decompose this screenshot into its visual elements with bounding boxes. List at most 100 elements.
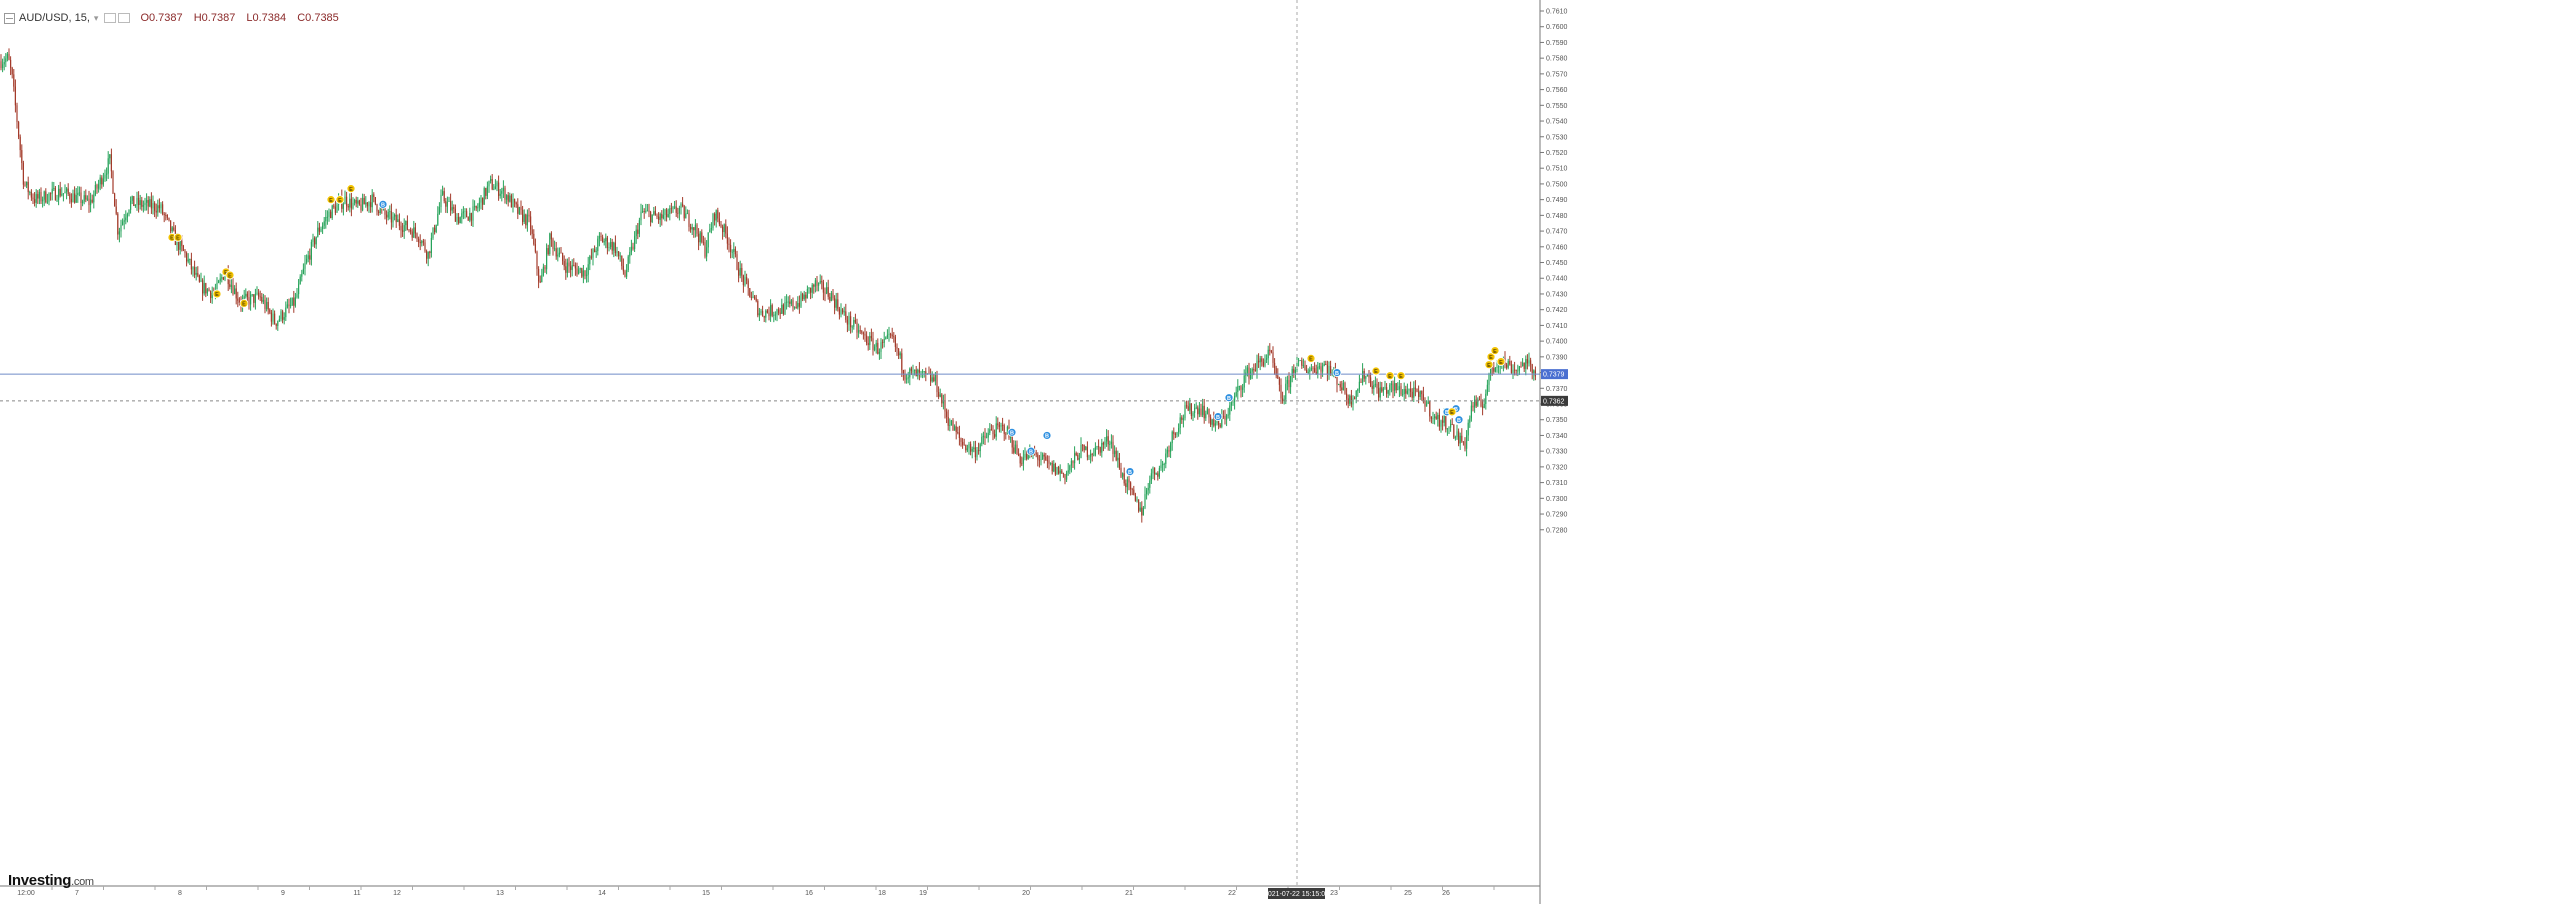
candle bbox=[744, 270, 746, 287]
candle-body bbox=[707, 232, 709, 248]
close-icon[interactable] bbox=[118, 13, 131, 23]
candle-body bbox=[206, 289, 208, 294]
candle-body bbox=[536, 251, 538, 270]
economic-event-marker[interactable]: E bbox=[173, 232, 183, 242]
candle-body bbox=[30, 191, 32, 198]
candle bbox=[454, 204, 456, 222]
candle bbox=[890, 332, 892, 339]
economic-event-marker[interactable]: E bbox=[1490, 346, 1500, 355]
candle bbox=[686, 209, 688, 215]
news-event-marker[interactable]: B bbox=[1042, 431, 1052, 440]
news-event-marker[interactable]: B bbox=[1007, 427, 1017, 437]
candle-body bbox=[613, 242, 615, 251]
candle-body bbox=[560, 252, 562, 254]
candle bbox=[491, 174, 493, 191]
economic-event-marker[interactable]: E bbox=[225, 270, 235, 280]
candle bbox=[1179, 413, 1181, 435]
candle-body bbox=[1306, 370, 1308, 373]
candle-body bbox=[989, 429, 991, 433]
candle bbox=[635, 225, 637, 244]
economic-event-marker[interactable]: E bbox=[1496, 357, 1506, 366]
candle bbox=[950, 419, 952, 426]
candle bbox=[731, 249, 733, 258]
candle-body bbox=[933, 377, 935, 382]
news-event-marker[interactable]: B bbox=[378, 199, 388, 209]
economic-event-marker[interactable]: E bbox=[1447, 407, 1457, 417]
event-dot bbox=[326, 195, 336, 205]
candle-body bbox=[470, 213, 472, 221]
candle bbox=[1152, 466, 1154, 480]
settings-icon[interactable] bbox=[104, 13, 117, 23]
economic-event-marker[interactable]: E bbox=[1385, 371, 1395, 381]
candle-body bbox=[757, 301, 759, 316]
candle bbox=[1126, 476, 1128, 495]
news-event-marker[interactable]: B bbox=[1125, 467, 1135, 476]
candle bbox=[1142, 506, 1144, 516]
candle bbox=[258, 289, 260, 300]
news-event-marker[interactable]: B bbox=[1213, 412, 1223, 421]
event-dot bbox=[212, 289, 222, 299]
candle bbox=[147, 196, 149, 215]
candle-body bbox=[1104, 441, 1106, 445]
economic-event-marker[interactable]: E bbox=[335, 195, 345, 205]
candle-body bbox=[451, 207, 453, 211]
candle-body bbox=[546, 248, 548, 270]
candle bbox=[315, 236, 317, 249]
candle-body bbox=[296, 294, 298, 298]
news-event-marker[interactable]: B bbox=[1026, 446, 1036, 456]
candle bbox=[874, 344, 876, 352]
candle-body bbox=[475, 206, 477, 209]
news-event-marker[interactable]: B bbox=[1224, 393, 1234, 403]
candle bbox=[1392, 380, 1394, 399]
candle bbox=[1168, 445, 1170, 458]
economic-event-marker[interactable]: E bbox=[239, 298, 249, 308]
candle bbox=[139, 194, 141, 210]
economic-event-marker[interactable]: E bbox=[1371, 366, 1381, 376]
candle-body bbox=[749, 288, 751, 298]
candle-body bbox=[202, 280, 204, 294]
candle-body bbox=[1242, 387, 1244, 390]
economic-event-marker[interactable]: E bbox=[1396, 371, 1406, 381]
candle bbox=[509, 192, 511, 203]
candle bbox=[1141, 501, 1143, 523]
time-axis[interactable]: 12:00 7 8 9 11 12 13 14 15 16 18 19 20 21 22 23 25 262021… bbox=[0, 885, 1540, 899]
candle-body bbox=[1248, 367, 1250, 379]
economic-event-marker[interactable]: E bbox=[1486, 352, 1496, 362]
candle-body bbox=[386, 214, 388, 218]
candle-body bbox=[1147, 487, 1149, 491]
chevron-down-icon[interactable]: ▾ bbox=[93, 12, 99, 23]
candle bbox=[600, 232, 602, 242]
symbol-label[interactable]: AUD/USD, 15, bbox=[19, 12, 90, 24]
candle-body bbox=[162, 204, 164, 214]
candle-body bbox=[254, 293, 256, 303]
candle-body bbox=[248, 297, 250, 305]
collapse-icon[interactable] bbox=[4, 12, 15, 24]
candle-body bbox=[498, 182, 500, 196]
candle-body bbox=[419, 241, 421, 244]
candle-body bbox=[550, 233, 552, 240]
candle-body bbox=[741, 267, 743, 276]
y-tick-label: 0.7300 bbox=[1546, 496, 1568, 503]
economic-event-marker[interactable]: E bbox=[326, 195, 336, 205]
economic-event-marker[interactable]: E bbox=[1306, 354, 1316, 363]
economic-event-marker[interactable]: E bbox=[167, 232, 177, 242]
candle-body bbox=[842, 309, 844, 313]
news-event-marker[interactable]: B bbox=[1454, 415, 1464, 425]
candle bbox=[907, 371, 909, 384]
candle-body bbox=[1026, 454, 1028, 459]
price-axis[interactable]: 0.76100.76000.75900.75800.75700.75600.75… bbox=[1539, 0, 1568, 904]
candle-body bbox=[614, 242, 616, 253]
candle-body bbox=[1395, 383, 1397, 391]
candle-body bbox=[1211, 419, 1213, 425]
candle-body bbox=[730, 244, 732, 252]
event-letter: E bbox=[329, 198, 333, 204]
economic-event-marker[interactable]: E bbox=[1484, 360, 1494, 370]
economic-event-marker[interactable]: E bbox=[346, 184, 356, 194]
candle bbox=[1197, 405, 1199, 420]
news-event-marker[interactable]: B bbox=[1332, 368, 1342, 377]
candle-body bbox=[677, 212, 679, 214]
economic-event-marker[interactable]: E bbox=[212, 289, 222, 299]
candle bbox=[878, 348, 880, 360]
candle-body bbox=[960, 437, 962, 442]
